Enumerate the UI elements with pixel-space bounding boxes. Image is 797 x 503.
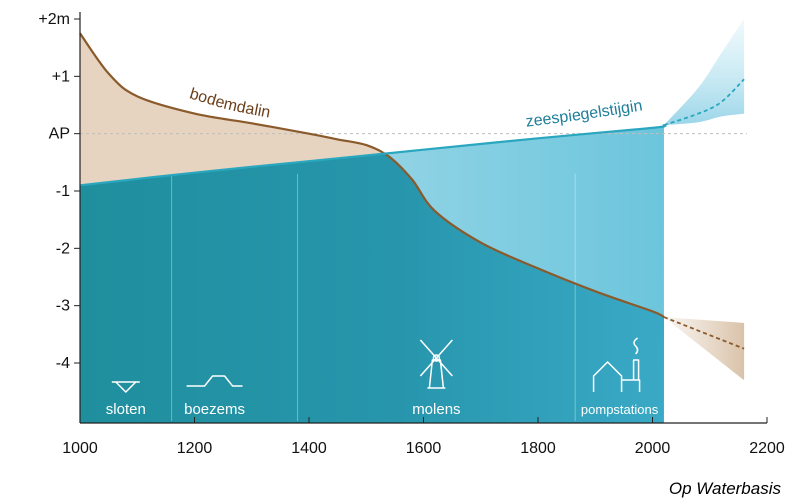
source-credit: Op Waterbasis [668,479,781,498]
y-tick-label: -1 [56,183,70,200]
molens-icon [419,339,453,389]
x-tick-label: 1200 [177,440,213,457]
x-tick-label: 1800 [520,440,556,457]
area-water-above-ground [80,33,666,318]
era-icons: sloten boezems molens pompstations [106,337,659,418]
x-tick-label: 1600 [406,440,442,457]
sloten-icon [111,381,140,393]
era-label-sloten: sloten [106,401,146,418]
tick-labels: 1000 1200 1400 1600 1800 2000 2200 +2m +1 AP -1 -2 -… [38,11,784,457]
background-areas [80,19,747,424]
series-line-bodemdaling [79,32,665,319]
y-tick-label: +2m [38,11,70,28]
series-line-zeespiegelstijging [79,124,667,187]
era-label-pompstations: pompstations [581,402,659,417]
boezems-icon [186,375,243,387]
series-projection-bodemdaling [663,316,745,350]
era-label-boezems: boezems [184,401,245,418]
y-tick-label: AP [49,126,70,143]
x-tick-label: 1400 [291,440,327,457]
y-tick-label: +1 [52,68,70,85]
era-label-molens: molens [412,401,460,418]
band-bodemdaling-projection [664,317,745,381]
pompstations-icon [592,337,641,392]
y-tick-label: -2 [56,240,70,257]
x-tick-label: 1000 [62,440,98,457]
series-projection-zeespiegelstijging [663,78,745,126]
x-tick-label: 2000 [635,440,671,457]
y-tick-label: -4 [56,355,70,372]
band-zeespiegelstijging-projection [664,19,745,126]
x-tick-label: 2200 [749,440,785,457]
series-lines [79,32,745,350]
era-dividers [171,173,576,421]
y-tick-label: -3 [56,298,70,315]
